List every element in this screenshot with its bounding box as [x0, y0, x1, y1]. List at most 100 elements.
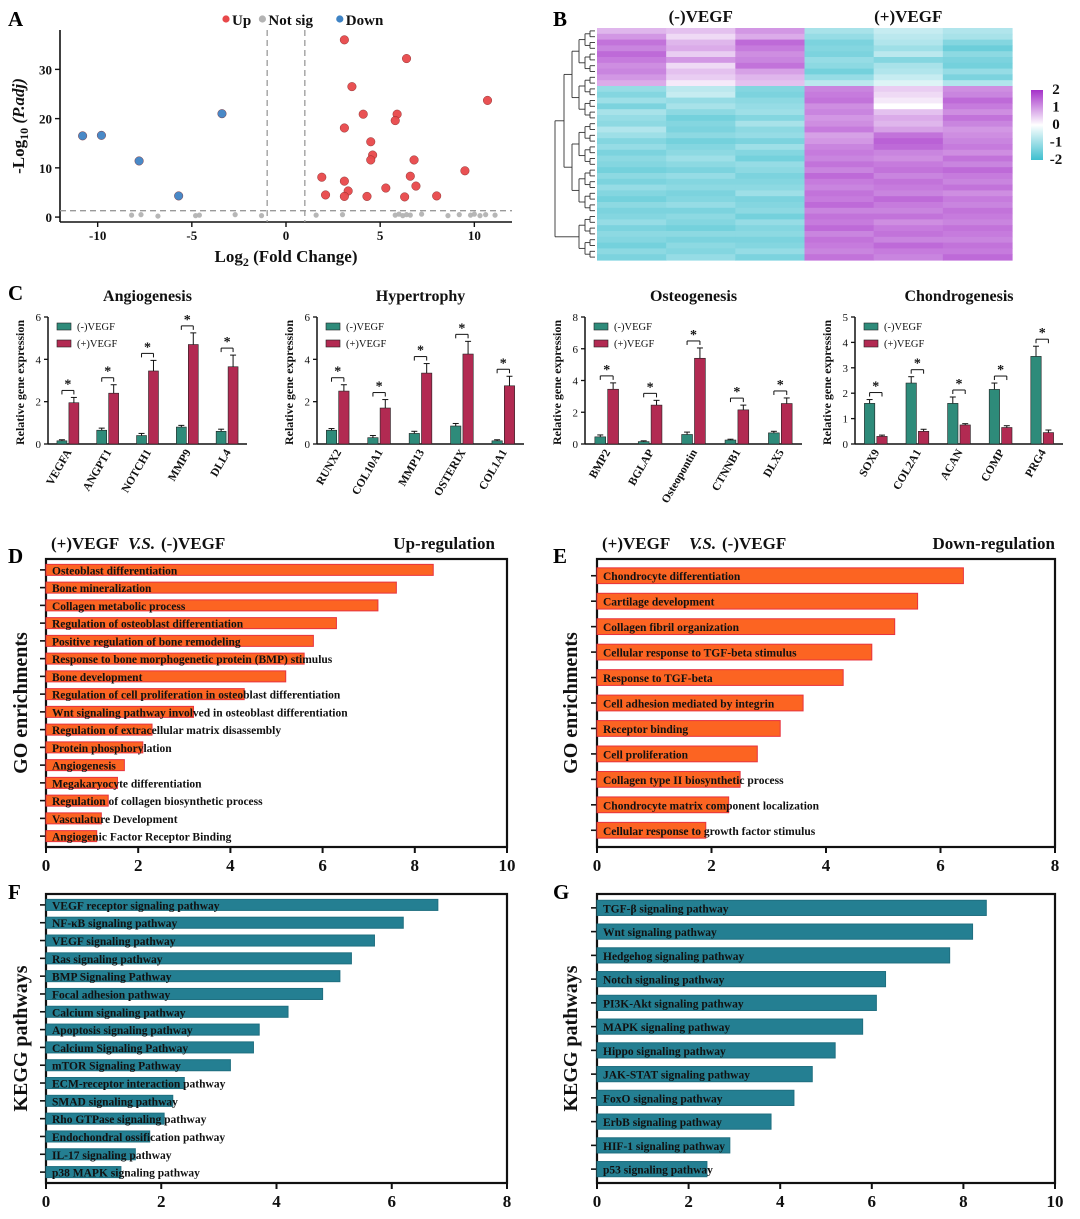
- bar-minus-vegf: [367, 437, 379, 445]
- y-tick-label: 6: [305, 312, 311, 324]
- category-label: VEGF signaling pathway: [52, 936, 176, 948]
- category-label: Wnt signaling pathway involved in osteob…: [52, 707, 348, 719]
- heatmap-cell: [804, 103, 875, 110]
- category-label: Cell adhesion mediated by integrin: [603, 699, 775, 711]
- panel-label-A: A: [8, 7, 24, 31]
- bar: [596, 745, 758, 763]
- sig-star: *: [872, 380, 879, 395]
- bar: [45, 987, 324, 1000]
- bar: [596, 694, 804, 712]
- y-axis-label: Relative gene expression: [820, 320, 834, 445]
- heatmap-cell: [735, 39, 806, 46]
- point-up: [339, 35, 349, 45]
- heatmap-cell: [666, 167, 736, 174]
- heatmap-cell: [597, 57, 667, 64]
- bar-plus-vegf: [1001, 427, 1013, 445]
- heatmap-cell: [873, 132, 944, 139]
- horizontal-bar-chart-F: 0 2 4 6 8 VEGF receptor signaling pathway NF-κ…: [10, 892, 511, 1211]
- heatmap-cell: [873, 149, 944, 157]
- category-label: TGF-β signaling pathway: [603, 903, 729, 915]
- heatmap-cell: [873, 51, 944, 58]
- heatmap-cell: [597, 144, 667, 151]
- y-tick-label: 0: [36, 439, 42, 451]
- panel-label-E: E: [553, 544, 567, 568]
- bar: [45, 723, 153, 736]
- heatmap-cell: [735, 202, 806, 209]
- heatmap-cell: [735, 196, 806, 203]
- heatmap-cell: [804, 33, 875, 41]
- category-label: Bone development: [52, 672, 143, 684]
- heatmap-cell: [735, 173, 806, 180]
- header-group-a: (+)VEGF: [602, 534, 670, 553]
- y-tick-label: 0: [573, 439, 579, 451]
- sig-star: *: [647, 380, 654, 395]
- legend-swatch: [593, 339, 609, 348]
- bar-minus-vegf: [176, 426, 187, 445]
- heatmap-cell: [804, 213, 875, 220]
- heatmap-cell: [804, 178, 875, 186]
- heatmap-cell: [942, 190, 1013, 197]
- legend-label: Up: [232, 13, 251, 29]
- heatmap-cell: [597, 236, 667, 244]
- heatmap-cell: [804, 161, 875, 168]
- heatmap-cell: [942, 57, 1013, 64]
- heatmap-cell: [666, 126, 736, 133]
- point-up: [390, 116, 400, 126]
- point-down: [78, 131, 88, 141]
- heatmap-cell: [597, 62, 667, 70]
- y-axis-label: Relative gene expression: [13, 320, 27, 445]
- heatmap-cell: [666, 28, 736, 35]
- bar-minus-vegf: [724, 439, 737, 445]
- heatmap-cell: [873, 202, 944, 209]
- heatmap-cell: [804, 242, 875, 249]
- bar: [596, 994, 877, 1011]
- y-tick-label: 0: [46, 210, 53, 225]
- category-label: Bone mineralization: [52, 583, 152, 595]
- heatmap-cell: [666, 68, 736, 75]
- x-tick-label: 10: [499, 856, 516, 875]
- heatmap-cell: [873, 242, 944, 249]
- heatmap-cell: [597, 103, 667, 110]
- heatmap-cell: [666, 231, 736, 238]
- category-label: Angiogenesis: [52, 761, 116, 773]
- bar-minus-vegf: [1030, 356, 1042, 445]
- bar-plus-vegf: [876, 436, 888, 445]
- x-tick-label: 0: [42, 856, 51, 875]
- heatmap-cell: [735, 225, 806, 232]
- category-label: Hippo signaling pathway: [603, 1046, 726, 1058]
- x-tick-label: 8: [959, 1192, 968, 1211]
- category-label: Response to bone morphogenetic protein (…: [52, 654, 333, 666]
- heatmap-cell: [666, 173, 736, 180]
- heatmap-cell: [666, 74, 736, 81]
- sig-star: *: [997, 363, 1004, 378]
- point-up: [402, 54, 412, 64]
- bar: [45, 1023, 260, 1036]
- bar-plus-vegf: [1042, 432, 1054, 445]
- bar-plus-vegf: [462, 353, 474, 445]
- bar-minus-vegf: [136, 435, 147, 445]
- y-tick-label: 4: [843, 337, 849, 349]
- heatmap-cell: [666, 120, 736, 128]
- heatmap-cell: [942, 115, 1013, 122]
- chart-title: Angiogenesis: [103, 288, 192, 305]
- heatmap-cell: [942, 109, 1013, 116]
- bar-plus-vegf: [68, 402, 80, 445]
- heatmap-cell: [597, 207, 667, 215]
- colorbar-tick-label: 2: [1052, 82, 1060, 98]
- legend-swatch: [325, 322, 341, 331]
- heatmap-cell: [942, 231, 1013, 238]
- bar-minus-vegf: [56, 440, 68, 445]
- heatmap-cell: [873, 161, 944, 168]
- heatmap-cell: [873, 190, 944, 197]
- heatmap-cell: [873, 86, 944, 93]
- point-not-sig: [339, 212, 346, 218]
- heatmap-cell: [942, 62, 1013, 70]
- bar: [45, 688, 245, 701]
- bar-plus-vegf: [108, 392, 119, 445]
- heatmap-cell: [735, 45, 806, 52]
- heatmap-cell: [735, 51, 806, 58]
- bar: [596, 643, 873, 661]
- heatmap-cell: [666, 138, 736, 145]
- x-tick-label: 2: [134, 856, 143, 875]
- heatmap-cell: [666, 91, 736, 99]
